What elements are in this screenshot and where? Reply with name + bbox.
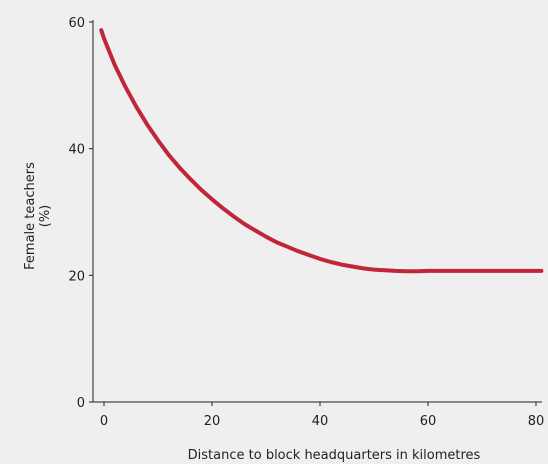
x-ticks: 0 20 40 60 80	[100, 402, 544, 429]
y-tick-label: 20	[68, 269, 85, 284]
series-line	[99, 28, 544, 274]
x-axis-title: Distance to block headquarters in kilome…	[188, 448, 481, 463]
y-tick-label: 60	[68, 16, 85, 31]
x-tick-label: 20	[204, 414, 221, 429]
x-tick-label: 0	[100, 414, 108, 429]
x-tick-label: 40	[312, 414, 329, 429]
series-layer	[99, 28, 544, 274]
x-tick-label: 80	[528, 414, 545, 429]
y-tick-label: 40	[68, 143, 85, 158]
x-tick-label: 60	[420, 414, 437, 429]
y-axis-title-line-2: (%)	[38, 205, 53, 228]
y-axis-title-line-1: Female teachers	[23, 162, 38, 270]
y-ticks: 0 20 40 60	[68, 16, 93, 411]
y-tick-label: 0	[77, 396, 85, 411]
y-axis-title: Female teachers (%)	[23, 162, 53, 270]
